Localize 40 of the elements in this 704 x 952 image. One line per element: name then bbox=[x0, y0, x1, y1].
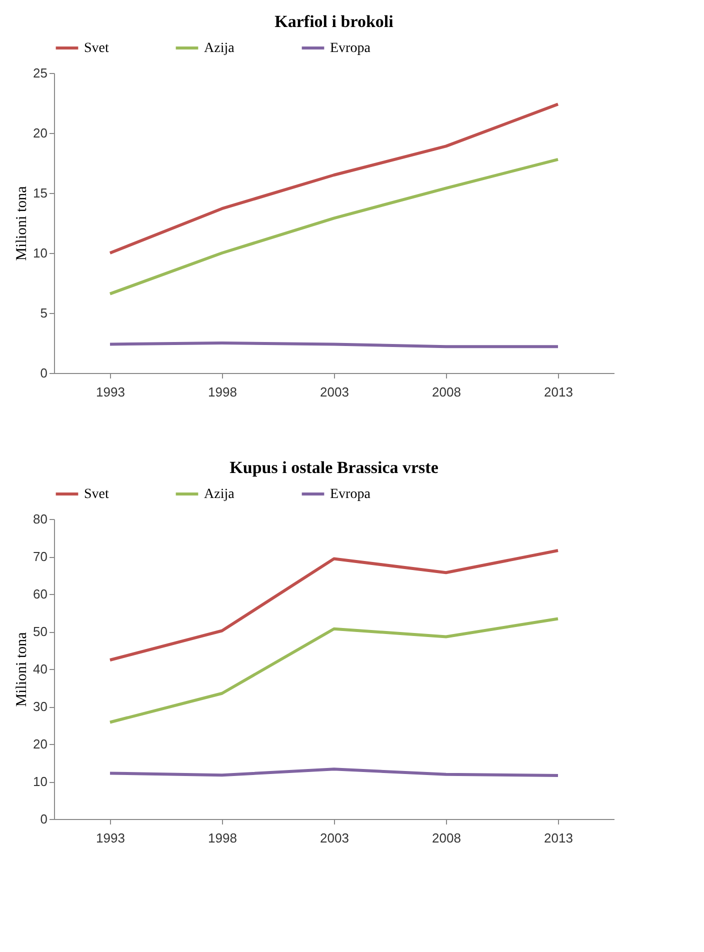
line-series bbox=[108, 617, 560, 724]
legend-label: Evropa bbox=[330, 487, 372, 502]
y-tick-label: 20 bbox=[33, 126, 48, 140]
line-series bbox=[108, 158, 560, 296]
y-tick-label: 0 bbox=[40, 812, 48, 826]
x-tick-label: 2003 bbox=[320, 384, 349, 400]
y-tick-label: 0 bbox=[40, 366, 48, 380]
y-axis-title: Milioni tona bbox=[14, 186, 30, 261]
y-tick-label: 10 bbox=[33, 246, 48, 260]
x-tick-label: 1998 bbox=[208, 384, 237, 400]
chart-title: Kupus i ostale Brassica vrste bbox=[230, 458, 439, 477]
y-tick-label: 40 bbox=[33, 662, 48, 676]
legend-label: Svet bbox=[84, 41, 109, 56]
chart-title: Karfiol i brokoli bbox=[274, 12, 394, 31]
y-tick-label: 70 bbox=[33, 549, 48, 564]
legend-label: Azija bbox=[204, 41, 236, 56]
line-series bbox=[108, 549, 560, 662]
legend-label: Evropa bbox=[330, 41, 372, 56]
y-tick-label: 50 bbox=[33, 624, 48, 639]
x-tick-label: 1993 bbox=[96, 830, 125, 846]
y-tick-label: 15 bbox=[33, 186, 48, 200]
y-tick-label: 25 bbox=[33, 66, 48, 80]
x-tick-label: 2003 bbox=[320, 830, 349, 846]
x-tick-label: 2008 bbox=[432, 384, 461, 400]
line-series bbox=[108, 768, 560, 777]
x-tick-label: 2013 bbox=[544, 384, 573, 400]
y-tick-label: 80 bbox=[33, 512, 48, 526]
y-tick-label: 20 bbox=[33, 736, 48, 752]
x-tick-label: 1993 bbox=[96, 384, 125, 400]
line-series bbox=[108, 102, 560, 254]
y-tick-label: 60 bbox=[33, 586, 48, 602]
x-tick-label: 2008 bbox=[432, 830, 461, 846]
x-tick-label: 2013 bbox=[544, 830, 573, 846]
y-axis-title: Milioni tona bbox=[14, 632, 30, 707]
legend-label: Azija bbox=[204, 487, 236, 502]
y-tick-label: 10 bbox=[33, 774, 48, 789]
legend-label: Svet bbox=[84, 487, 109, 502]
x-tick-label: 1998 bbox=[208, 830, 237, 846]
y-tick-label: 30 bbox=[33, 699, 48, 714]
y-tick-label: 5 bbox=[40, 306, 48, 320]
